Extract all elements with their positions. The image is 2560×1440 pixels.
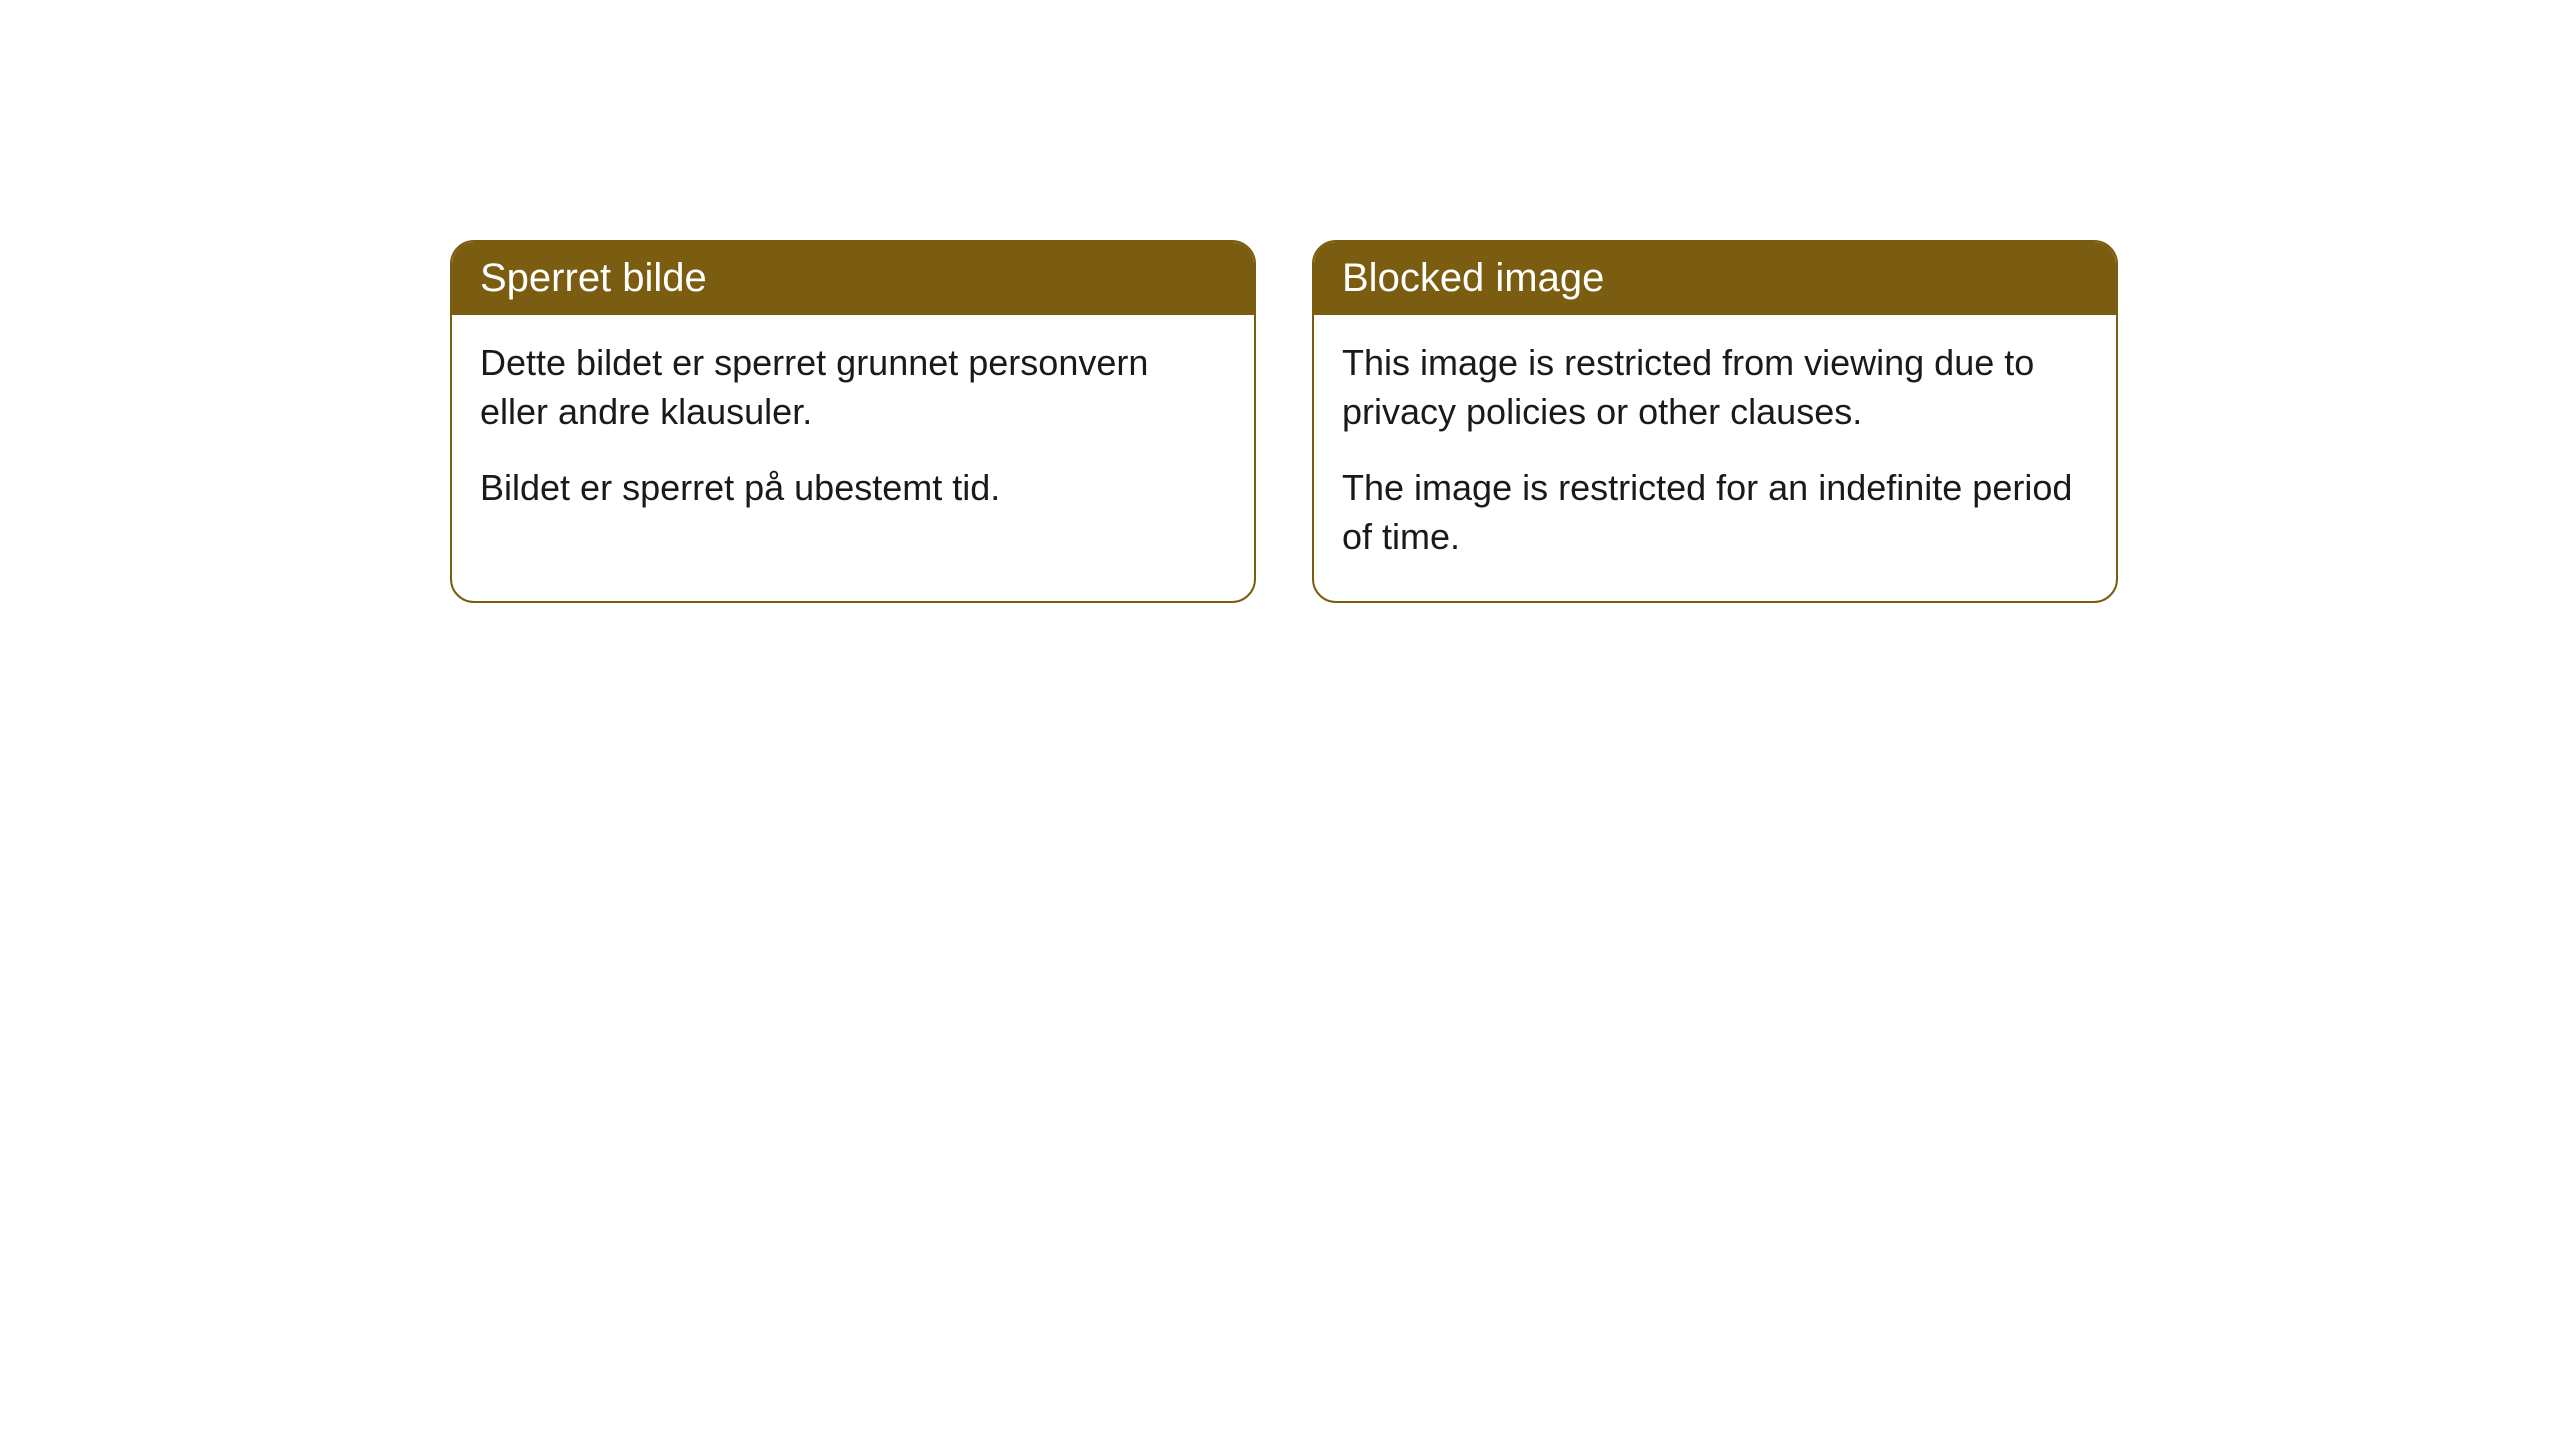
card-paragraph-2: Bildet er sperret på ubestemt tid. xyxy=(480,464,1226,513)
card-title: Sperret bilde xyxy=(480,256,707,300)
card-header-english: Blocked image xyxy=(1314,242,2116,315)
card-english: Blocked image This image is restricted f… xyxy=(1312,240,2118,603)
card-header-norwegian: Sperret bilde xyxy=(452,242,1254,315)
card-paragraph-1: This image is restricted from viewing du… xyxy=(1342,339,2088,436)
card-paragraph-2: The image is restricted for an indefinit… xyxy=(1342,464,2088,561)
card-title: Blocked image xyxy=(1342,256,1604,300)
card-paragraph-1: Dette bildet er sperret grunnet personve… xyxy=(480,339,1226,436)
cards-container: Sperret bilde Dette bildet er sperret gr… xyxy=(450,240,2118,603)
card-body-norwegian: Dette bildet er sperret grunnet personve… xyxy=(452,315,1254,553)
card-norwegian: Sperret bilde Dette bildet er sperret gr… xyxy=(450,240,1256,603)
card-body-english: This image is restricted from viewing du… xyxy=(1314,315,2116,601)
